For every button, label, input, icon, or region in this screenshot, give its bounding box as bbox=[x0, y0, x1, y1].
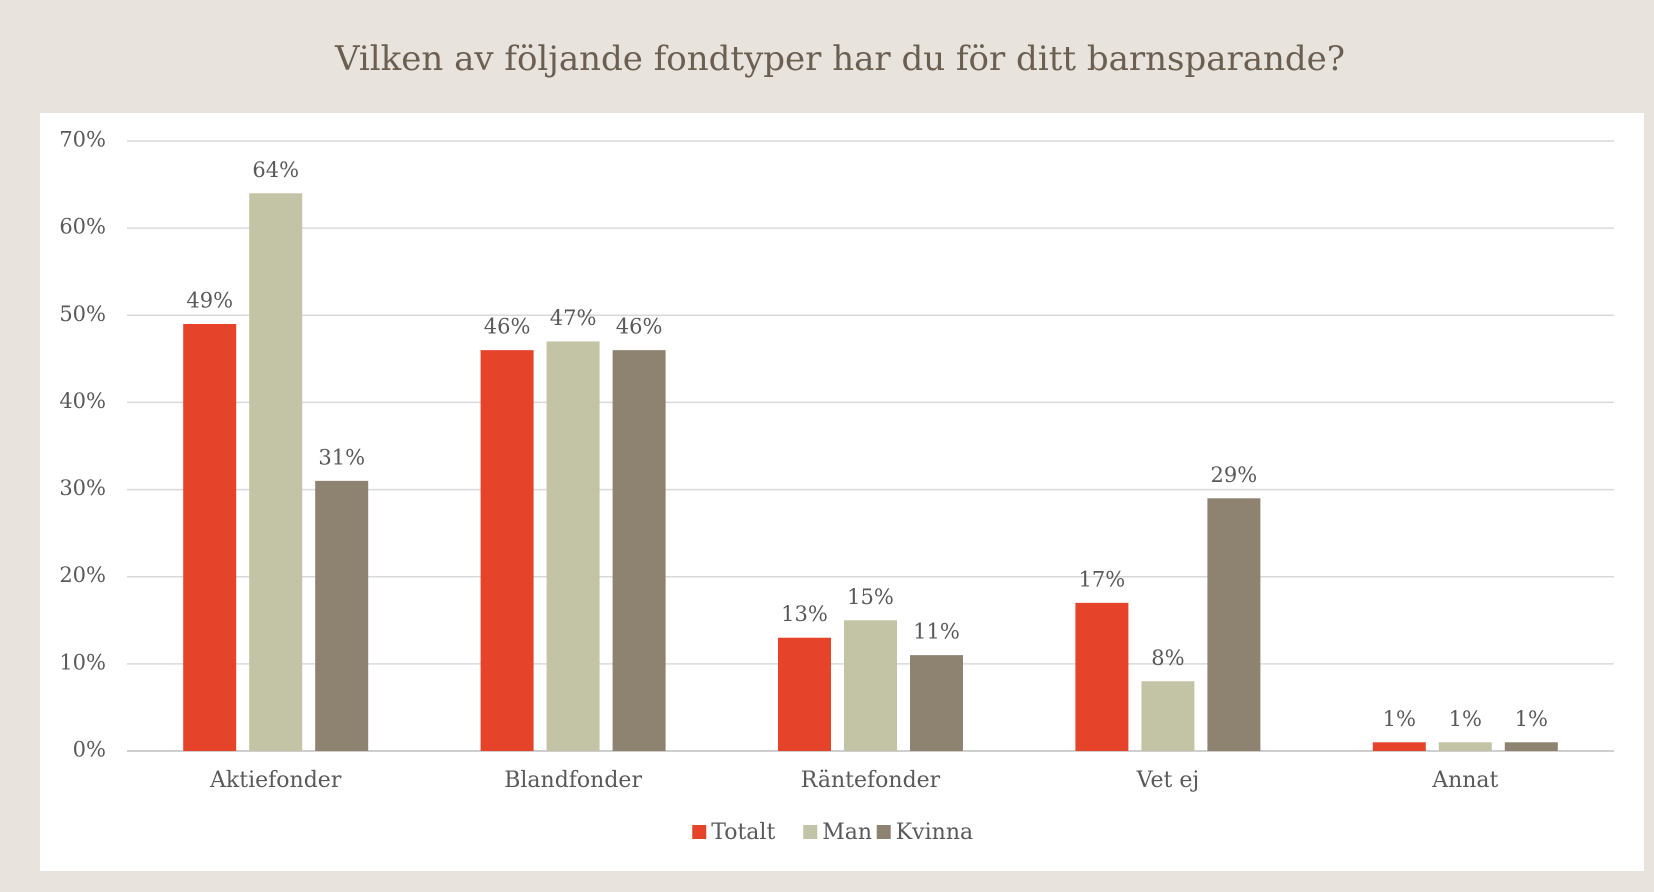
y-tick-label: 20% bbox=[59, 563, 106, 587]
bar bbox=[1372, 742, 1426, 751]
bar bbox=[249, 193, 303, 752]
bar bbox=[612, 350, 666, 751]
value-label: 1% bbox=[1449, 707, 1482, 731]
value-label: 47% bbox=[550, 306, 597, 330]
bar bbox=[546, 341, 600, 751]
bar bbox=[1075, 602, 1129, 751]
y-tick-label: 10% bbox=[59, 650, 106, 674]
bar bbox=[315, 480, 369, 751]
y-tick-label: 70% bbox=[59, 128, 106, 152]
y-tick-label: 30% bbox=[59, 476, 106, 500]
legend-swatch bbox=[803, 825, 818, 839]
bar bbox=[778, 637, 831, 751]
bar bbox=[1141, 681, 1195, 751]
bar bbox=[1504, 742, 1558, 751]
bar bbox=[910, 655, 963, 751]
value-label: 8% bbox=[1151, 646, 1184, 670]
bar bbox=[480, 350, 534, 751]
x-tick-label: Annat bbox=[1431, 768, 1498, 793]
chart-title: Vilken av följande fondtyper har du för … bbox=[334, 39, 1345, 79]
bar bbox=[183, 324, 237, 751]
value-label: 1% bbox=[1515, 707, 1548, 731]
x-tick-label: Aktiefonder bbox=[209, 768, 342, 793]
y-tick-label: 60% bbox=[59, 215, 106, 239]
bar bbox=[844, 620, 897, 751]
legend-label: Kvinna bbox=[896, 820, 973, 845]
bar bbox=[1438, 742, 1492, 751]
x-tick-label: Blandfonder bbox=[504, 768, 642, 793]
legend-swatch bbox=[692, 825, 707, 839]
value-label: 49% bbox=[186, 289, 233, 313]
value-label: 29% bbox=[1211, 463, 1258, 487]
value-label: 13% bbox=[781, 602, 828, 626]
value-label: 46% bbox=[616, 315, 663, 339]
y-tick-label: 0% bbox=[73, 738, 106, 762]
value-label: 15% bbox=[847, 585, 894, 609]
bar bbox=[1207, 498, 1261, 751]
value-label: 31% bbox=[318, 445, 365, 469]
legend-label: Totalt bbox=[711, 820, 775, 845]
value-label: 46% bbox=[484, 315, 531, 339]
legend-label: Man bbox=[822, 820, 872, 845]
x-tick-label: Vet ej bbox=[1136, 768, 1200, 793]
value-label: 11% bbox=[913, 620, 960, 644]
y-tick-label: 50% bbox=[59, 302, 106, 326]
legend-swatch bbox=[876, 825, 891, 839]
value-label: 17% bbox=[1079, 567, 1126, 591]
y-tick-label: 40% bbox=[59, 389, 106, 413]
value-label: 1% bbox=[1383, 707, 1416, 731]
x-tick-label: Räntefonder bbox=[801, 768, 941, 793]
value-label: 64% bbox=[252, 158, 299, 182]
